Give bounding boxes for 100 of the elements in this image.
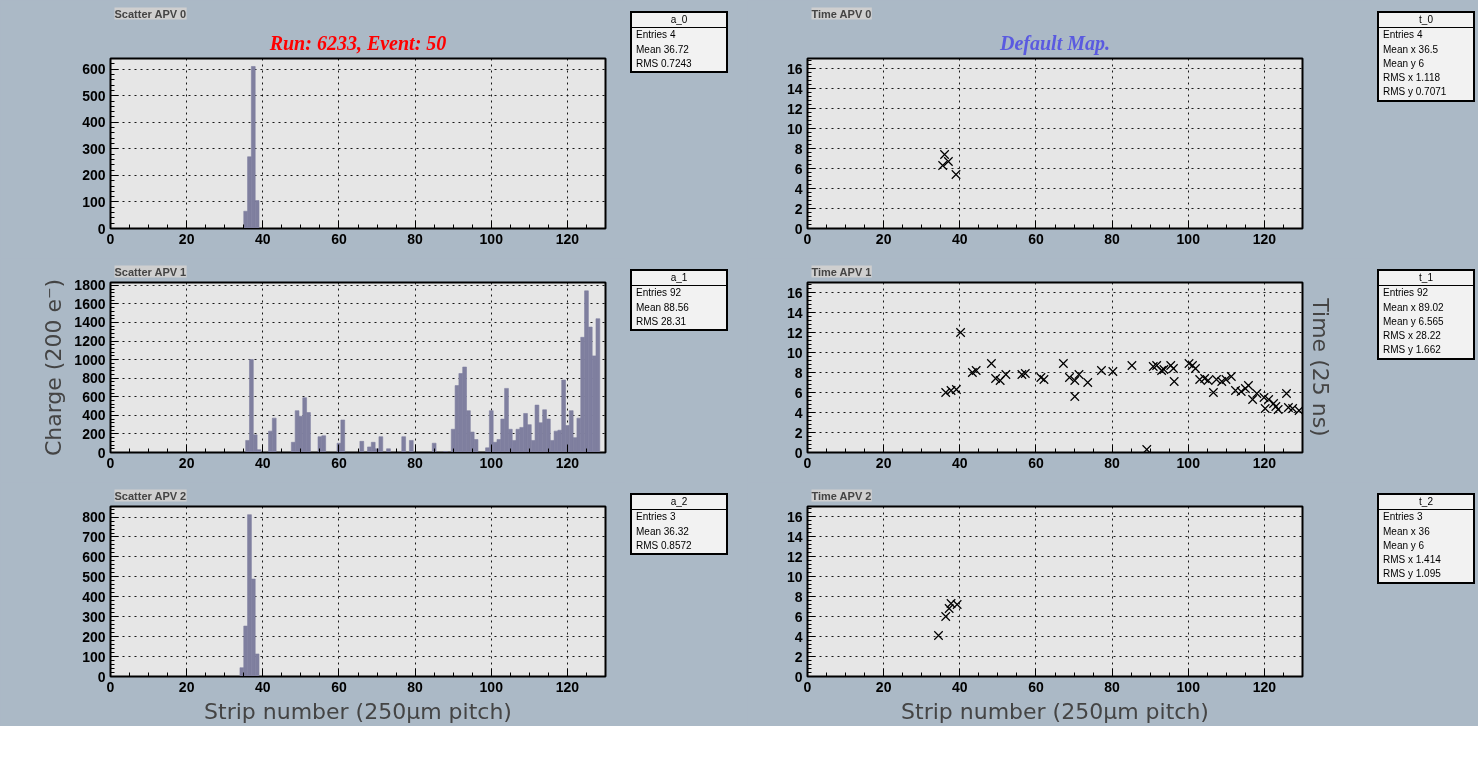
x-tick-label: 40: [255, 230, 271, 247]
x-tick-label: 20: [875, 230, 892, 247]
text: Entries 3: [635, 510, 677, 525]
text: Mean x 89.02: [1382, 300, 1445, 315]
x-tick-label: 80: [407, 678, 424, 695]
y-tick-label: 200: [82, 425, 106, 442]
y-tick-label: 1600: [74, 295, 106, 312]
y-tick-label: 4: [794, 404, 803, 421]
y-tick-label: 700: [82, 528, 106, 545]
y-tick-label: 1000: [74, 351, 106, 368]
x-tick-label: 40: [255, 454, 271, 471]
x-tick-label: 80: [1104, 678, 1121, 695]
text: Mean y 6.565: [1382, 314, 1445, 329]
y-tick-label: 2: [794, 648, 803, 665]
chart-title: Scatter APV 1: [114, 265, 187, 278]
y-tick-label: 14: [786, 80, 803, 97]
x-tick-label: 20: [178, 454, 195, 471]
x-tick-label: 100: [479, 678, 504, 695]
text: RMS y 1.095: [1382, 567, 1442, 582]
y-tick-label: 300: [82, 140, 106, 157]
y-tick-label: 14: [786, 304, 803, 321]
x-tick-label: 20: [875, 678, 892, 695]
y-tick-label: 600: [82, 61, 106, 78]
text: RMS x 28.22: [1382, 329, 1442, 344]
x-tick-label: 40: [952, 678, 968, 695]
x-tick-label: 100: [479, 454, 504, 471]
x-tick-label: 120: [555, 678, 580, 695]
y-axis-title: Charge (200 e⁻): [41, 278, 67, 457]
y-tick-label: 100: [82, 648, 106, 665]
chart-subtitle: Run: 6233, Event: 50: [268, 31, 447, 54]
chart-title: Scatter APV 0: [114, 7, 187, 20]
chart-title: Scatter APV 2: [114, 489, 187, 502]
x-tick-label: 120: [555, 230, 580, 247]
y-tick-label: 10: [786, 568, 803, 585]
x-tick-label: 120: [1252, 678, 1277, 695]
text: Entries 92: [1382, 286, 1430, 301]
x-tick-label: 60: [331, 454, 347, 471]
y-axis-title: Time (25 ns): [1307, 297, 1333, 437]
chart-title: Time APV 1: [811, 265, 872, 278]
text: RMS 28.31: [635, 314, 688, 329]
text: Entries 4: [1382, 28, 1424, 43]
x-tick-label: 60: [331, 230, 347, 247]
y-tick-label: 8: [794, 588, 803, 605]
y-tick-label: 1200: [74, 333, 106, 350]
text: Mean 36.32: [635, 524, 690, 539]
x-tick-label: 120: [555, 454, 580, 471]
text: Entries 4: [635, 28, 677, 43]
y-tick-label: 400: [82, 588, 106, 605]
text: RMS x 1.414: [1382, 553, 1442, 568]
y-tick-label: 1400: [74, 314, 106, 331]
x-tick-label: 100: [479, 230, 504, 247]
text: RMS 0.7243: [635, 56, 693, 71]
text: RMS x 1.118: [1382, 71, 1442, 86]
y-tick-label: 100: [82, 193, 106, 210]
x-tick-label: 120: [1252, 454, 1277, 471]
y-tick-label: 6: [794, 608, 803, 625]
y-tick-label: 2: [794, 424, 803, 441]
text: Mean x 36: [1382, 524, 1431, 539]
text: t_2: [1379, 495, 1473, 511]
x-tick-label: 20: [178, 230, 195, 247]
y-tick-label: 200: [82, 167, 106, 184]
x-tick-label: 60: [331, 678, 347, 695]
text: Entries 3: [1382, 510, 1424, 525]
x-tick-label: 60: [1028, 230, 1044, 247]
y-tick-label: 12: [786, 100, 803, 117]
y-tick-label: 800: [82, 370, 106, 387]
y-tick-label: 16: [786, 284, 803, 301]
x-tick-label: 60: [1028, 678, 1044, 695]
y-tick-label: 16: [786, 60, 803, 77]
text: RMS y 0.7071: [1382, 85, 1448, 100]
text: Mean x 36.5: [1382, 42, 1440, 57]
x-tick-label: 60: [1028, 454, 1044, 471]
text: a_1: [632, 271, 726, 287]
y-tick-label: 400: [82, 407, 106, 424]
text: Mean y 6: [1382, 538, 1426, 553]
y-tick-label: 4: [794, 628, 803, 645]
y-tick-label: 1800: [74, 277, 106, 294]
y-tick-label: 6: [794, 160, 803, 177]
text: a_2: [632, 495, 726, 511]
y-tick-label: 400: [82, 114, 106, 131]
y-tick-label: 500: [82, 87, 106, 104]
y-tick-label: 14: [786, 528, 803, 545]
y-tick-label: 600: [82, 388, 106, 405]
x-tick-label: 80: [1104, 454, 1121, 471]
text: Mean 88.56: [635, 300, 690, 315]
x-tick-label: 40: [952, 230, 968, 247]
x-axis-title: Strip number (250μm pitch): [204, 698, 512, 724]
y-tick-label: 6: [794, 384, 803, 401]
chart-subtitle: Default Map.: [999, 31, 1110, 55]
y-tick-label: 300: [82, 608, 106, 625]
x-tick-label: 40: [255, 678, 271, 695]
y-tick-label: 16: [786, 508, 803, 525]
x-tick-label: 20: [875, 454, 892, 471]
y-tick-label: 600: [82, 548, 106, 565]
text: Entries 92: [635, 286, 683, 301]
x-tick-label: 100: [1176, 230, 1201, 247]
x-tick-label: 120: [1252, 230, 1277, 247]
x-tick-label: 80: [407, 230, 424, 247]
y-tick-label: 800: [82, 509, 106, 526]
x-tick-label: 20: [178, 678, 195, 695]
